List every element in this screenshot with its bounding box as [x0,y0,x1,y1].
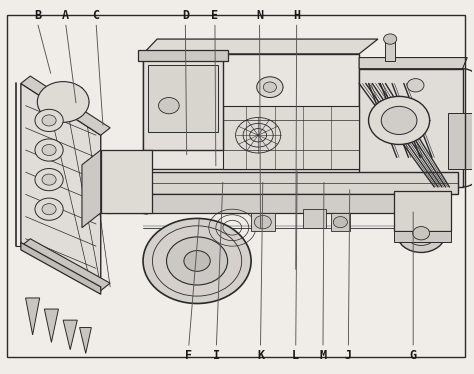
Circle shape [42,115,56,126]
Circle shape [333,217,347,228]
Circle shape [42,144,56,156]
Circle shape [143,218,251,303]
Polygon shape [251,213,274,232]
Circle shape [397,214,446,252]
Polygon shape [359,69,463,187]
Text: F: F [185,349,192,362]
Text: D: D [182,9,189,22]
Polygon shape [63,320,77,350]
Circle shape [257,77,283,98]
Polygon shape [394,191,451,232]
Circle shape [42,174,56,185]
Polygon shape [331,213,350,232]
Polygon shape [448,113,472,169]
Text: A: A [62,9,69,22]
Polygon shape [80,328,91,353]
Text: N: N [256,9,263,22]
Polygon shape [26,298,40,335]
Polygon shape [138,50,228,61]
Polygon shape [101,150,153,213]
Circle shape [35,109,63,132]
Polygon shape [223,105,359,169]
Circle shape [158,98,179,114]
Circle shape [42,203,56,215]
Circle shape [37,82,89,122]
Circle shape [264,82,276,92]
Polygon shape [303,209,326,228]
Text: B: B [34,9,41,22]
Polygon shape [359,58,467,69]
Text: J: J [345,349,352,362]
Text: M: M [319,349,327,362]
Circle shape [255,215,271,229]
Text: C: C [92,9,100,22]
Circle shape [407,79,424,92]
Text: E: E [211,9,219,22]
Text: I: I [213,349,220,362]
Polygon shape [394,232,451,242]
Bar [385,41,395,61]
Text: G: G [410,349,417,362]
Text: L: L [292,349,299,362]
Circle shape [381,106,417,135]
Circle shape [369,96,429,144]
Polygon shape [21,242,101,294]
Polygon shape [21,83,101,291]
Polygon shape [143,54,223,150]
Polygon shape [45,309,58,342]
Polygon shape [96,172,458,194]
Polygon shape [105,194,448,213]
Circle shape [35,169,63,191]
Circle shape [35,198,63,220]
Circle shape [383,34,397,44]
Polygon shape [143,54,359,169]
Circle shape [413,227,429,240]
Polygon shape [21,76,110,135]
Polygon shape [148,65,218,132]
Polygon shape [143,39,378,54]
Polygon shape [21,239,110,291]
Text: K: K [257,349,264,362]
Text: H: H [293,9,300,22]
Circle shape [184,251,210,271]
Polygon shape [82,150,101,228]
Circle shape [166,237,228,285]
Circle shape [35,139,63,161]
